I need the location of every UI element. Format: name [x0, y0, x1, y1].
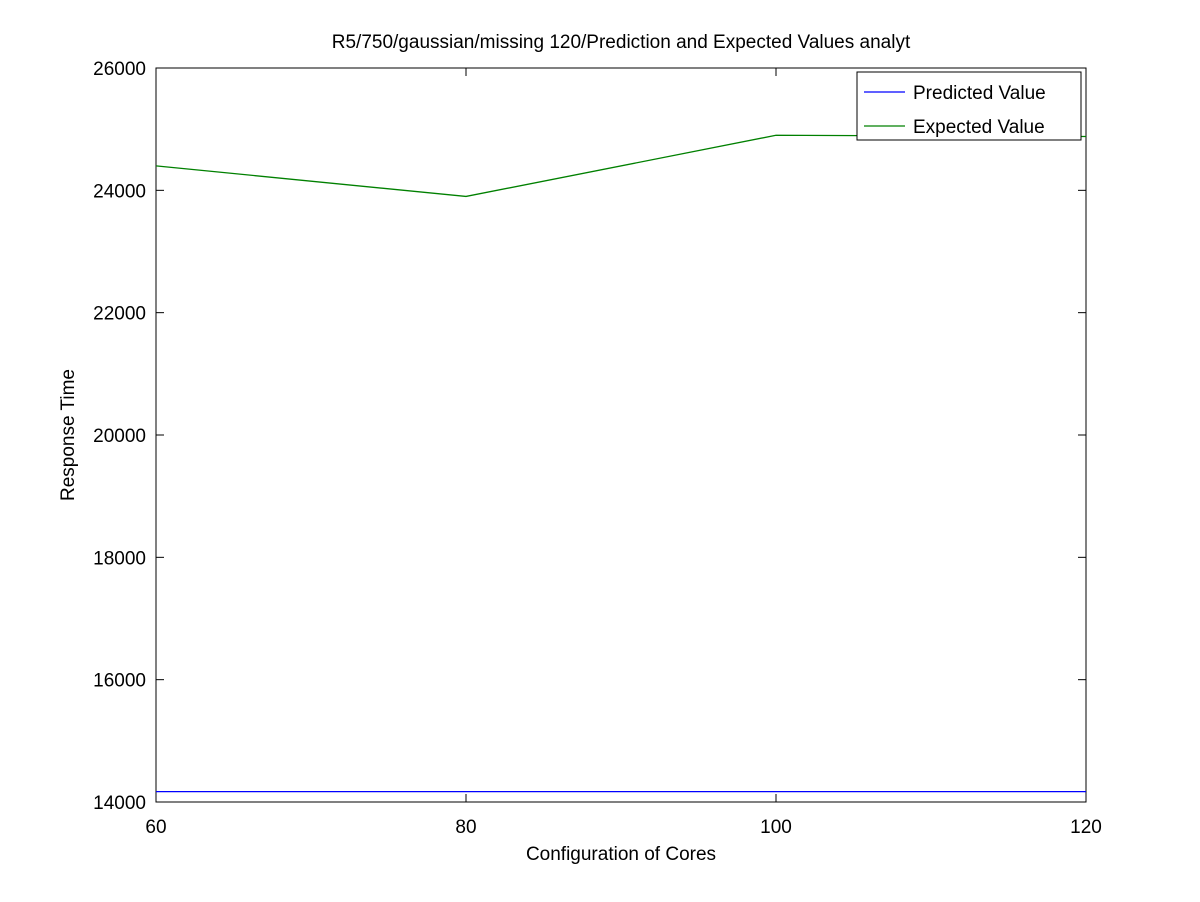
- x-axis-label: Configuration of Cores: [526, 844, 716, 865]
- data-point-expected-value: [155, 165, 157, 167]
- legend-box: [856, 71, 1082, 141]
- legend: Predicted Value Expected Value: [856, 71, 1082, 141]
- x-tick-label: 60: [145, 817, 166, 838]
- data-point-predicted-value: [465, 790, 467, 792]
- y-tick-label: 20000: [93, 426, 146, 447]
- data-point-predicted-value: [775, 790, 777, 792]
- data-point-expected-value: [775, 134, 777, 136]
- data-point-expected-value: [1085, 135, 1087, 137]
- y-tick-label: 24000: [93, 181, 146, 202]
- x-tick-label: 100: [760, 817, 792, 838]
- y-axis-ticks: 14000 16000 18000 20000 22000 24000 26000: [93, 59, 1086, 814]
- data-point-predicted-value: [155, 790, 157, 792]
- x-tick-label: 120: [1070, 817, 1102, 838]
- data-point-predicted-value: [1085, 790, 1087, 792]
- x-tick-label: 80: [455, 817, 476, 838]
- chart-title: R5/750/gaussian/missing 120/Prediction a…: [332, 32, 911, 53]
- y-tick-label: 26000: [93, 59, 146, 80]
- y-axis-label: Response Time: [58, 369, 79, 501]
- y-tick-label: 14000: [93, 793, 146, 814]
- data-point-expected-value: [465, 195, 467, 197]
- x-axis-ticks: 60 80 100 120: [145, 68, 1102, 838]
- plot-frame: [155, 67, 1087, 803]
- series-layer: [155, 134, 1087, 793]
- legend-label: Predicted Value: [913, 83, 1046, 104]
- y-tick-label: 18000: [93, 548, 146, 569]
- y-tick-label: 16000: [93, 671, 146, 692]
- y-tick-label: 22000: [93, 304, 146, 325]
- series-line-expected-value: [155, 134, 1087, 198]
- legend-label: Expected Value: [913, 117, 1045, 138]
